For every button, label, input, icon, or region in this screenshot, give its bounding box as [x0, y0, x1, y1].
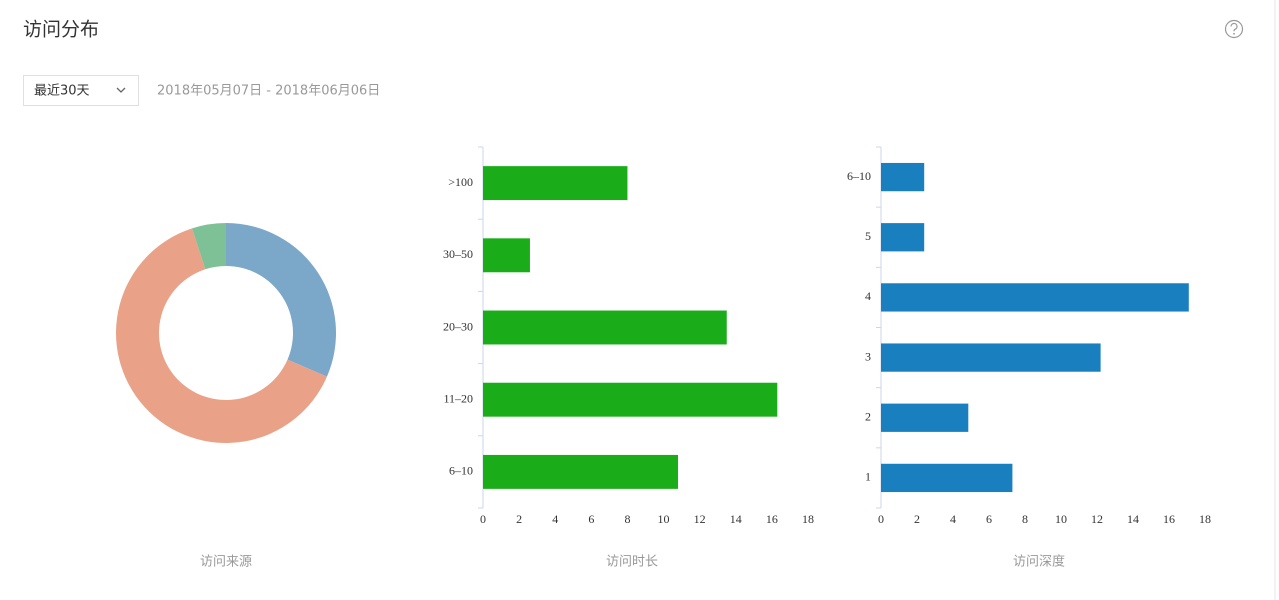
- bar: [881, 162, 925, 192]
- x-tick-label: 12: [694, 512, 706, 526]
- bar: [483, 454, 678, 489]
- page-title: 访问分布: [23, 19, 99, 41]
- chart-title: 访问来源: [200, 555, 252, 570]
- bar: [483, 238, 530, 273]
- y-tick-label: 4: [865, 289, 871, 303]
- x-tick-label: 8: [1022, 512, 1028, 526]
- x-tick-label: 10: [658, 512, 670, 526]
- y-tick-label: 6–10: [449, 464, 473, 478]
- x-tick-label: 4: [552, 512, 558, 526]
- x-tick-label: 0: [480, 512, 486, 526]
- x-tick-label: 18: [802, 512, 814, 526]
- x-tick-label: 2: [914, 512, 920, 526]
- x-tick-label: 14: [1127, 512, 1139, 526]
- chart-title: 访问深度: [1013, 554, 1065, 570]
- x-tick-label: 0: [878, 512, 884, 526]
- y-tick-label: 11–20: [443, 391, 473, 405]
- chevron: [116, 87, 126, 93]
- donut-slice: [192, 223, 226, 270]
- bar: [881, 463, 1013, 493]
- y-tick-label: 30–50: [443, 247, 473, 261]
- x-tick-label: 18: [1199, 512, 1211, 526]
- x-tick-label: 6: [986, 512, 992, 526]
- bar: [881, 283, 1189, 312]
- y-tick-label: 6–10: [847, 169, 871, 183]
- range-label: 最近30天: [34, 84, 90, 99]
- x-tick-label: 16: [1163, 512, 1175, 526]
- bar: [483, 382, 778, 417]
- x-tick-label: 12: [1091, 512, 1103, 526]
- bar: [483, 166, 628, 201]
- x-tick-label: 8: [624, 512, 630, 526]
- y-tick-label: 20–30: [443, 319, 473, 333]
- x-tick-label: 2: [516, 512, 522, 526]
- y-tick-label: 1: [865, 470, 871, 484]
- help-icon[interactable]: [1224, 19, 1244, 39]
- y-tick-label: 5: [865, 229, 871, 243]
- bar: [881, 403, 969, 432]
- bar: [483, 310, 727, 345]
- x-tick-label: 6: [588, 512, 594, 526]
- y-tick-label: 2: [865, 410, 871, 424]
- chart-title: 访问时长: [606, 555, 658, 570]
- y-tick-label: >100: [448, 175, 473, 189]
- y-tick-label: 3: [865, 349, 871, 363]
- range-dropdown[interactable]: 最近30天: [23, 75, 139, 106]
- donut-slice: [226, 223, 336, 377]
- x-tick-label: 16: [766, 512, 778, 526]
- x-tick-label: 4: [950, 512, 956, 526]
- donut-slice: [115, 228, 327, 444]
- x-tick-label: 10: [1055, 512, 1067, 526]
- bar: [881, 343, 1101, 372]
- date-range: 2018年05月07日 - 2018年06月06日: [157, 84, 380, 99]
- bar: [881, 223, 925, 252]
- x-tick-label: 14: [730, 512, 742, 526]
